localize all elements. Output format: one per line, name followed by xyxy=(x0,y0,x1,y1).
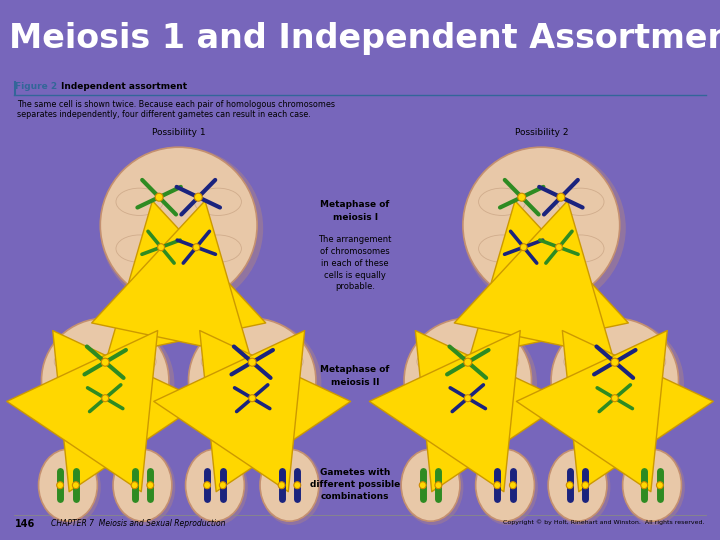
Ellipse shape xyxy=(100,147,264,309)
Ellipse shape xyxy=(476,449,538,525)
Ellipse shape xyxy=(186,449,244,521)
Ellipse shape xyxy=(42,318,169,442)
Circle shape xyxy=(582,482,589,489)
Circle shape xyxy=(294,482,301,489)
Ellipse shape xyxy=(549,449,611,525)
Circle shape xyxy=(518,193,526,201)
Ellipse shape xyxy=(261,449,323,525)
Ellipse shape xyxy=(39,449,101,525)
Circle shape xyxy=(194,193,202,201)
Circle shape xyxy=(249,395,256,402)
Ellipse shape xyxy=(548,449,607,521)
Circle shape xyxy=(220,482,226,489)
Circle shape xyxy=(464,395,471,402)
Text: Figure 2: Figure 2 xyxy=(15,82,57,91)
Ellipse shape xyxy=(113,449,172,521)
Circle shape xyxy=(510,482,516,489)
Ellipse shape xyxy=(401,449,460,521)
Circle shape xyxy=(278,482,285,489)
Ellipse shape xyxy=(100,147,257,303)
Circle shape xyxy=(611,395,618,402)
Text: The arrangement
of chromosomes
in each of these
cells is equally
probable.: The arrangement of chromosomes in each o… xyxy=(318,235,392,292)
Text: 146: 146 xyxy=(15,519,35,529)
Circle shape xyxy=(556,244,562,251)
Circle shape xyxy=(57,482,63,489)
Circle shape xyxy=(521,244,527,251)
Text: Metaphase of
meiosis I: Metaphase of meiosis I xyxy=(320,200,390,222)
Circle shape xyxy=(464,358,472,366)
Text: Meiosis 1 and Independent Assortment: Meiosis 1 and Independent Assortment xyxy=(9,22,720,55)
Circle shape xyxy=(193,244,199,251)
Circle shape xyxy=(131,482,138,489)
Ellipse shape xyxy=(463,147,626,309)
Text: Possibility 2: Possibility 2 xyxy=(515,128,568,137)
Circle shape xyxy=(641,482,647,489)
Text: The same cell is shown twice. Because each pair of homologous chromosomes: The same cell is shown twice. Because ea… xyxy=(17,100,335,109)
Circle shape xyxy=(567,482,573,489)
Circle shape xyxy=(657,482,663,489)
Text: Possibility 1: Possibility 1 xyxy=(152,128,205,137)
Ellipse shape xyxy=(623,449,685,525)
Text: Gametes with
different possible
combinations: Gametes with different possible combinat… xyxy=(310,468,400,501)
Ellipse shape xyxy=(623,449,681,521)
Ellipse shape xyxy=(463,147,620,303)
Ellipse shape xyxy=(114,449,175,525)
Ellipse shape xyxy=(189,319,321,448)
Text: CHAPTER 7  Meiosis and Sexual Reproduction: CHAPTER 7 Meiosis and Sexual Reproductio… xyxy=(51,519,226,528)
Ellipse shape xyxy=(39,449,97,521)
Ellipse shape xyxy=(260,449,319,521)
Text: Metaphase of
meiosis II: Metaphase of meiosis II xyxy=(320,365,390,387)
Circle shape xyxy=(419,482,426,489)
Circle shape xyxy=(435,482,442,489)
Circle shape xyxy=(156,193,163,201)
Ellipse shape xyxy=(402,449,464,525)
Circle shape xyxy=(204,482,210,489)
Ellipse shape xyxy=(405,319,537,448)
Circle shape xyxy=(557,193,564,201)
Circle shape xyxy=(147,482,153,489)
Circle shape xyxy=(248,358,256,366)
Circle shape xyxy=(494,482,500,489)
Text: separates independently, four different gametes can result in each case.: separates independently, four different … xyxy=(17,110,311,119)
Circle shape xyxy=(611,358,618,366)
Ellipse shape xyxy=(404,318,531,442)
Ellipse shape xyxy=(551,318,678,442)
Ellipse shape xyxy=(186,449,248,525)
Ellipse shape xyxy=(552,319,684,448)
Circle shape xyxy=(102,358,109,366)
Ellipse shape xyxy=(476,449,534,521)
Circle shape xyxy=(102,395,109,402)
Ellipse shape xyxy=(42,319,174,448)
Ellipse shape xyxy=(189,318,316,442)
Text: Copyright © by Holt, Rinehart and Winston.  All rights reserved.: Copyright © by Holt, Rinehart and Winsto… xyxy=(503,519,705,525)
Circle shape xyxy=(73,482,79,489)
Text: Independent assortment: Independent assortment xyxy=(61,82,187,91)
Circle shape xyxy=(158,244,164,251)
